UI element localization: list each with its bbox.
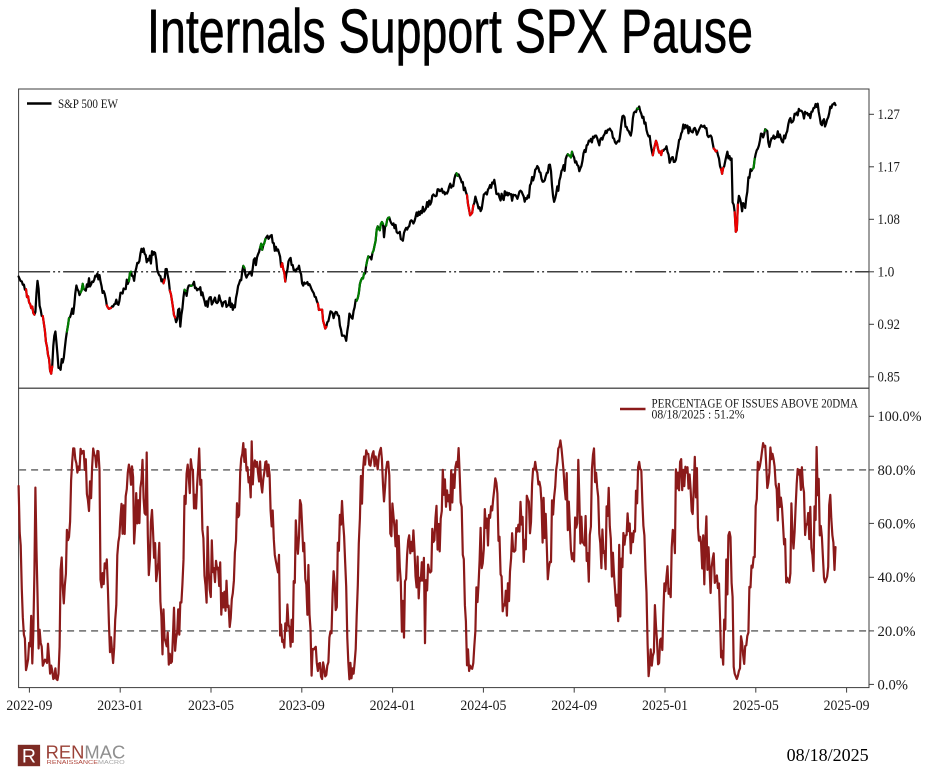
svg-text:2023-01: 2023-01 — [97, 698, 143, 714]
svg-text:Internals Support SPX Pause: Internals Support SPX Pause — [147, 0, 753, 67]
svg-text:0.0%: 0.0% — [878, 677, 909, 693]
svg-text:0.92: 0.92 — [878, 317, 900, 333]
svg-text:2023-05: 2023-05 — [188, 698, 234, 714]
svg-text:2025-01: 2025-01 — [642, 698, 688, 714]
svg-text:2024-09: 2024-09 — [551, 698, 597, 714]
svg-text:PERCENTAGE OF ISSUES ABOVE 20D: PERCENTAGE OF ISSUES ABOVE 20DMA — [652, 397, 859, 411]
svg-text:RENMAC: RENMAC — [46, 743, 126, 763]
svg-text:2024-05: 2024-05 — [460, 698, 506, 714]
svg-text:0.85: 0.85 — [878, 370, 900, 386]
svg-text:20.0%: 20.0% — [878, 624, 916, 640]
svg-text:2024-01: 2024-01 — [370, 698, 416, 714]
svg-text:S&P 500 EW: S&P 500 EW — [58, 97, 118, 111]
svg-text:08/18/2025 : 51.2%: 08/18/2025 : 51.2% — [652, 408, 745, 422]
svg-text:08/18/2025: 08/18/2025 — [787, 745, 869, 765]
svg-text:1.27: 1.27 — [878, 107, 900, 123]
svg-text:60.0%: 60.0% — [878, 516, 916, 532]
svg-text:40.0%: 40.0% — [878, 570, 916, 586]
svg-text:1.08: 1.08 — [878, 212, 900, 228]
svg-text:1.17: 1.17 — [878, 160, 900, 176]
svg-text:R: R — [22, 745, 36, 767]
svg-text:100.0%: 100.0% — [878, 409, 922, 425]
svg-text:80.0%: 80.0% — [878, 463, 916, 479]
svg-text:2025-09: 2025-09 — [824, 698, 870, 714]
svg-text:1.0: 1.0 — [878, 265, 895, 281]
svg-text:2025-05: 2025-05 — [733, 698, 779, 714]
svg-text:2022-09: 2022-09 — [6, 698, 52, 714]
svg-text:2023-09: 2023-09 — [279, 698, 325, 714]
